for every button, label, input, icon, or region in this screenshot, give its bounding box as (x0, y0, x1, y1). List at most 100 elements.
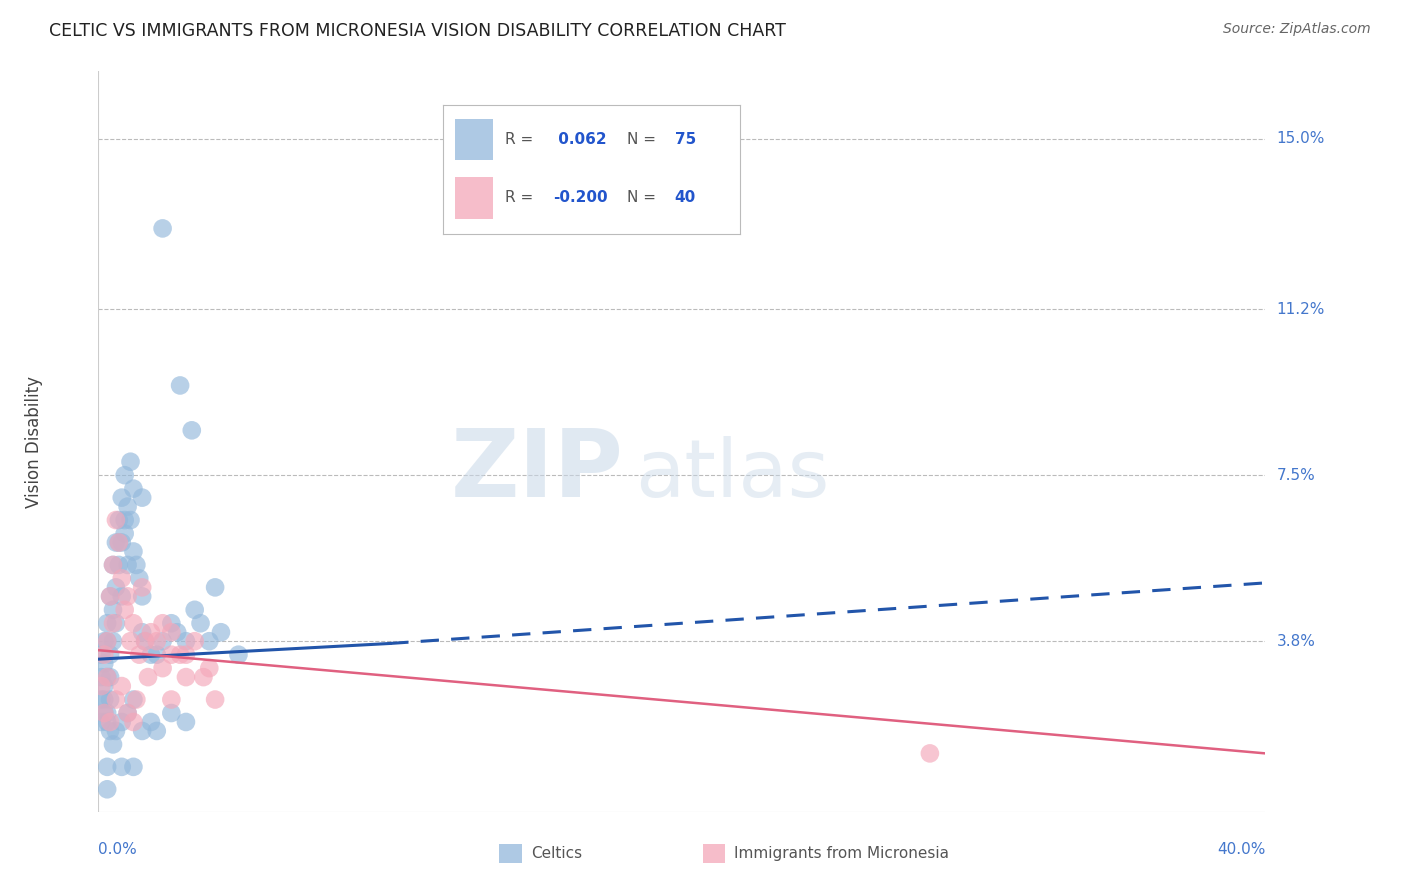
Point (111, 714, 134, 729)
Point (96, 634, 118, 648)
Point (128, 571, 150, 585)
Point (101, 738, 124, 752)
Point (114, 513, 136, 527)
Point (114, 603, 136, 617)
Point (98, 648, 121, 662)
Point (190, 616, 212, 631)
Point (96, 760, 118, 774)
Point (134, 634, 156, 648)
Point (98, 692, 121, 706)
Point (98, 670, 121, 684)
Point (160, 692, 183, 706)
Point (114, 468, 136, 483)
Point (117, 590, 139, 604)
Point (117, 500, 139, 514)
Point (96, 670, 118, 684)
Point (93, 648, 115, 662)
Point (108, 558, 131, 572)
Point (104, 513, 127, 527)
Point (139, 625, 162, 640)
Point (90, 648, 112, 662)
Point (117, 706, 139, 720)
Text: 3.8%: 3.8% (1277, 633, 1316, 648)
Point (160, 648, 183, 662)
Point (98, 590, 121, 604)
Point (146, 723, 169, 738)
Point (101, 616, 124, 631)
Point (125, 558, 148, 572)
Point (125, 692, 148, 706)
Point (108, 535, 131, 549)
Point (131, 723, 153, 738)
Point (93, 679, 115, 693)
Point (101, 603, 124, 617)
Point (96, 782, 118, 797)
Point (122, 482, 145, 496)
Point (152, 221, 174, 235)
Point (111, 760, 134, 774)
Point (111, 491, 134, 505)
Point (96, 714, 118, 729)
Point (131, 590, 153, 604)
Point (122, 616, 145, 631)
Point (93, 657, 115, 671)
Point (169, 378, 191, 392)
Point (174, 714, 197, 729)
Point (131, 625, 153, 640)
Point (146, 648, 169, 662)
Point (180, 423, 202, 437)
Point (90, 679, 112, 693)
Point (174, 670, 197, 684)
Point (96, 616, 118, 631)
Text: Immigrants from Micronesia: Immigrants from Micronesia (734, 847, 949, 861)
Point (98, 714, 121, 729)
Point (160, 625, 183, 640)
Point (96, 634, 118, 648)
Point (198, 634, 221, 648)
Point (228, 648, 250, 662)
Point (122, 692, 145, 706)
Point (111, 571, 134, 585)
Point (93, 706, 115, 720)
Point (120, 455, 142, 469)
Point (101, 558, 124, 572)
Text: Celtics: Celtics (531, 847, 582, 861)
Point (90, 670, 112, 684)
Point (98, 590, 121, 604)
Point (139, 648, 162, 662)
Text: Source: ZipAtlas.com: Source: ZipAtlas.com (1223, 22, 1371, 37)
Point (174, 648, 197, 662)
Point (146, 634, 169, 648)
Text: Vision Disability: Vision Disability (25, 376, 44, 508)
Point (204, 692, 226, 706)
Text: ZIP: ZIP (451, 425, 624, 517)
Point (101, 558, 124, 572)
Point (183, 603, 205, 617)
Point (104, 692, 127, 706)
Point (169, 648, 191, 662)
Point (136, 670, 159, 684)
Point (209, 625, 232, 640)
Point (120, 634, 142, 648)
Point (108, 535, 131, 549)
Point (198, 661, 221, 675)
Point (111, 590, 134, 604)
Point (114, 526, 136, 541)
Point (122, 714, 145, 729)
Point (104, 580, 127, 594)
Point (131, 491, 153, 505)
Point (166, 625, 188, 640)
Point (90, 714, 112, 729)
Point (98, 723, 121, 738)
Point (101, 634, 124, 648)
Point (128, 648, 150, 662)
Text: 7.5%: 7.5% (1277, 467, 1315, 483)
Point (117, 558, 139, 572)
Point (122, 760, 145, 774)
Point (93, 706, 115, 720)
Point (152, 634, 174, 648)
Point (152, 661, 174, 675)
Text: 15.0%: 15.0% (1277, 131, 1324, 146)
Point (117, 706, 139, 720)
Point (96, 706, 118, 720)
